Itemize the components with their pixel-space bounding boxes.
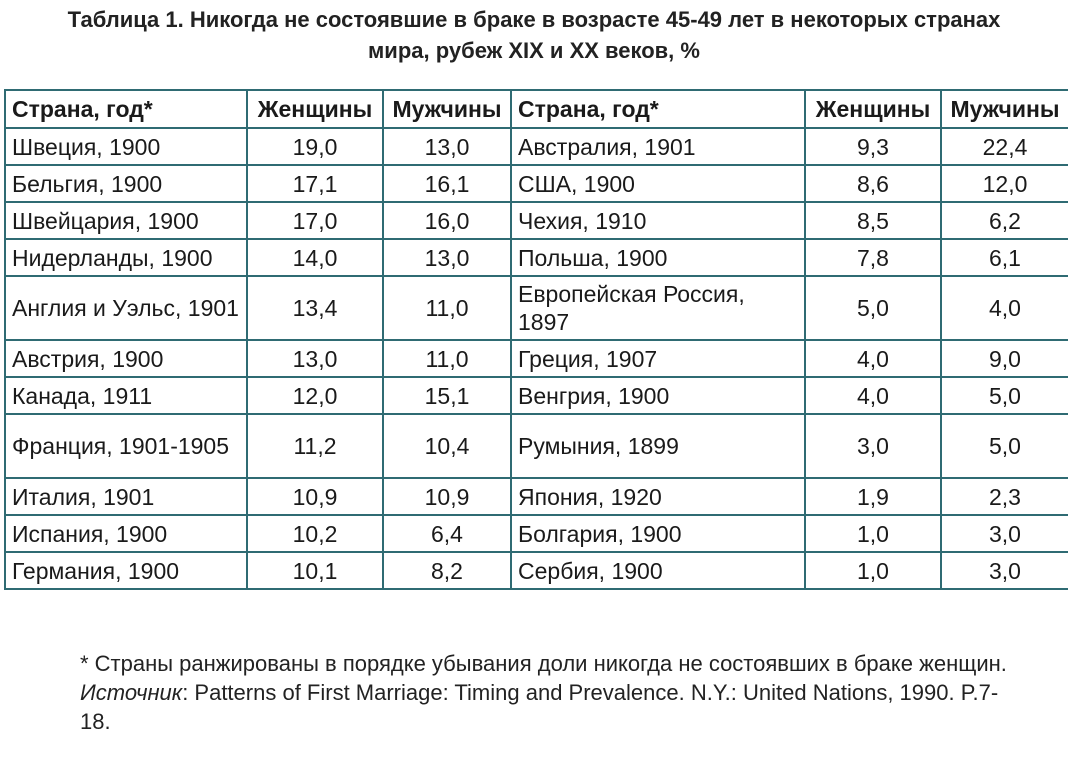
country-left-cell: Германия, 1900 (4, 551, 248, 590)
country-right-cell: Европейская Россия, 1897 (510, 275, 806, 341)
header-country-right: Страна, год* (510, 89, 806, 129)
women-right-cell: 8,6 (804, 164, 942, 203)
women-right-cell: 1,9 (804, 477, 942, 516)
title-line-1: Таблица 1. Никогда не состоявшие в браке… (67, 7, 1001, 32)
women-right-cell: 4,0 (804, 339, 942, 378)
header-country-left: Страна, год* (4, 89, 248, 129)
table-row: Канада, 1911 12,0 15,1 Венгрия, 1900 4,0 5,0 (4, 376, 1068, 415)
women-right-cell: 9,3 (804, 127, 942, 166)
table-title: Таблица 1. Никогда не состоявшие в браке… (0, 4, 1068, 66)
country-right-cell: Греция, 1907 (510, 339, 806, 378)
men-right-cell: 4,0 (940, 275, 1068, 341)
country-left-cell: Англия и Уэльс, 1901 (4, 275, 248, 341)
women-right-cell: 5,0 (804, 275, 942, 341)
men-right-cell: 5,0 (940, 413, 1068, 479)
men-left-cell: 16,0 (382, 201, 512, 240)
country-right-cell: Польша, 1900 (510, 238, 806, 277)
men-left-cell: 8,2 (382, 551, 512, 590)
table-body: Швеция, 1900 19,0 13,0 Австралия, 1901 9,3 22… (4, 127, 1068, 590)
header-men-right: Мужчины (940, 89, 1068, 129)
women-left-cell: 13,4 (246, 275, 384, 341)
country-right-cell: Австралия, 1901 (510, 127, 806, 166)
women-left-cell: 10,9 (246, 477, 384, 516)
header-row: Страна, год* Женщины Мужчины Страна, год… (4, 89, 1068, 129)
country-right-cell: Румыния, 1899 (510, 413, 806, 479)
men-left-cell: 13,0 (382, 238, 512, 277)
table-row: Франция, 1901-1905 11,2 10,4 Румыния, 1899 3… (4, 413, 1068, 479)
country-left-cell: Франция, 1901-1905 (4, 413, 248, 479)
men-right-cell: 6,1 (940, 238, 1068, 277)
men-right-cell: 2,3 (940, 477, 1068, 516)
men-left-cell: 10,4 (382, 413, 512, 479)
men-right-cell: 3,0 (940, 551, 1068, 590)
table-row: Австрия, 1900 13,0 11,0 Греция, 1907 4,0 9,0 (4, 339, 1068, 378)
footnote-ranking: * Страны ранжированы в порядке убывания … (80, 651, 1007, 676)
men-left-cell: 11,0 (382, 339, 512, 378)
country-left-cell: Канада, 1911 (4, 376, 248, 415)
country-right-cell: Сербия, 1900 (510, 551, 806, 590)
women-left-cell: 13,0 (246, 339, 384, 378)
men-right-cell: 5,0 (940, 376, 1068, 415)
women-left-cell: 10,1 (246, 551, 384, 590)
table-row: Англия и Уэльс, 1901 13,4 11,0 Европейская … (4, 275, 1068, 341)
country-left-cell: Италия, 1901 (4, 477, 248, 516)
men-right-cell: 3,0 (940, 514, 1068, 553)
country-right-cell: Болгария, 1900 (510, 514, 806, 553)
table-row: Нидерланды, 1900 14,0 13,0 Польша, 1900 7,8 6… (4, 238, 1068, 277)
men-left-cell: 6,4 (382, 514, 512, 553)
men-left-cell: 10,9 (382, 477, 512, 516)
country-right-cell: США, 1900 (510, 164, 806, 203)
women-left-cell: 11,2 (246, 413, 384, 479)
women-left-cell: 17,0 (246, 201, 384, 240)
women-left-cell: 14,0 (246, 238, 384, 277)
women-right-cell: 1,0 (804, 551, 942, 590)
men-left-cell: 13,0 (382, 127, 512, 166)
source-text: : Patterns of First Marriage: Timing and… (80, 680, 999, 734)
women-left-cell: 17,1 (246, 164, 384, 203)
women-right-cell: 1,0 (804, 514, 942, 553)
title-line-2: мира, рубеж XIX и XX веков, % (368, 38, 700, 63)
marriage-table: Страна, год* Женщины Мужчины Страна, год… (4, 89, 1068, 590)
women-right-cell: 3,0 (804, 413, 942, 479)
header-women-right: Женщины (804, 89, 942, 129)
table-row: Италия, 1901 10,9 10,9 Япония, 1920 1,9 2,3 (4, 477, 1068, 516)
footnote: * Страны ранжированы в порядке убывания … (80, 649, 1020, 736)
table-row: Германия, 1900 10,1 8,2 Сербия, 1900 1,0 3,0 (4, 551, 1068, 590)
country-left-cell: Испания, 1900 (4, 514, 248, 553)
country-right-cell: Чехия, 1910 (510, 201, 806, 240)
header-women-left: Женщины (246, 89, 384, 129)
women-right-cell: 4,0 (804, 376, 942, 415)
men-left-cell: 15,1 (382, 376, 512, 415)
source-label: Источник (80, 680, 183, 705)
table-row: Бельгия, 1900 17,1 16,1 США, 1900 8,6 12,0 (4, 164, 1068, 203)
country-right-cell: Япония, 1920 (510, 477, 806, 516)
men-left-cell: 16,1 (382, 164, 512, 203)
women-left-cell: 10,2 (246, 514, 384, 553)
women-right-cell: 7,8 (804, 238, 942, 277)
country-left-cell: Швеция, 1900 (4, 127, 248, 166)
country-left-cell: Бельгия, 1900 (4, 164, 248, 203)
header-men-left: Мужчины (382, 89, 512, 129)
men-left-cell: 11,0 (382, 275, 512, 341)
women-left-cell: 12,0 (246, 376, 384, 415)
footnote-source: Источник: Patterns of First Marriage: Ti… (80, 678, 1020, 736)
country-left-cell: Австрия, 1900 (4, 339, 248, 378)
men-right-cell: 9,0 (940, 339, 1068, 378)
men-right-cell: 22,4 (940, 127, 1068, 166)
table-row: Испания, 1900 10,2 6,4 Болгария, 1900 1,0 3,0 (4, 514, 1068, 553)
women-left-cell: 19,0 (246, 127, 384, 166)
women-right-cell: 8,5 (804, 201, 942, 240)
country-right-cell: Венгрия, 1900 (510, 376, 806, 415)
country-left-cell: Нидерланды, 1900 (4, 238, 248, 277)
men-right-cell: 6,2 (940, 201, 1068, 240)
table-row: Швеция, 1900 19,0 13,0 Австралия, 1901 9,3 22… (4, 127, 1068, 166)
table-row: Швейцария, 1900 17,0 16,0 Чехия, 1910 8,5 6,2 (4, 201, 1068, 240)
country-left-cell: Швейцария, 1900 (4, 201, 248, 240)
men-right-cell: 12,0 (940, 164, 1068, 203)
